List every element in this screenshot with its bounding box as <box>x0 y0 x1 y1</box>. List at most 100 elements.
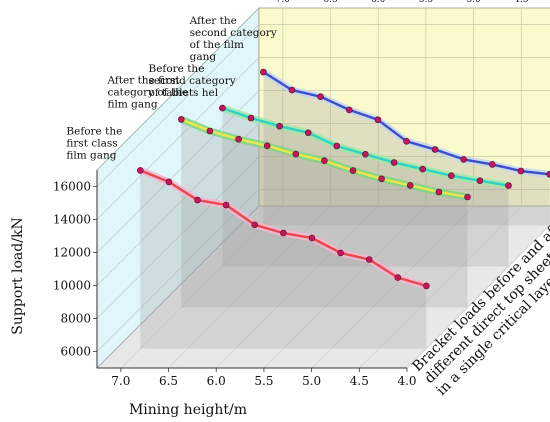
data-point <box>394 274 402 281</box>
series-4 <box>260 68 550 226</box>
x-axis-label: Mining height/m <box>129 402 247 418</box>
data-point <box>333 142 341 150</box>
series-label-line: After the <box>189 15 237 27</box>
series-label-line: Before the <box>149 63 205 75</box>
y-tick-label: 8000 <box>60 312 91 326</box>
x-tick-label: 6.0 <box>207 374 226 388</box>
data-point <box>280 229 287 237</box>
data-point <box>288 86 296 94</box>
data-point <box>219 104 226 112</box>
data-point <box>194 196 201 204</box>
data-point <box>435 188 443 196</box>
series-label-line: film gang <box>66 149 116 161</box>
grid-line-floor <box>263 205 427 369</box>
grid-line-floor <box>215 205 379 369</box>
series-label-line: second category <box>190 27 277 39</box>
series-label-line: category of the <box>108 86 189 98</box>
data-point <box>419 165 427 173</box>
data-point <box>476 177 484 184</box>
data-point <box>365 256 373 263</box>
x-tick-label: 4.0 <box>397 374 416 388</box>
data-point <box>308 234 316 242</box>
series-label-line: gang <box>190 51 217 63</box>
grid-line-side <box>96 24 260 187</box>
data-point <box>260 68 267 76</box>
grid-line-floor <box>120 205 284 369</box>
data-point <box>374 116 382 124</box>
top-x-tick-label: 5.5 <box>419 0 434 5</box>
series-ribbon <box>181 119 468 308</box>
y-tick-label: 14000 <box>53 213 91 227</box>
data-point <box>403 138 410 145</box>
data-point <box>165 178 173 186</box>
data-point <box>431 146 439 153</box>
y-tick-label: 10000 <box>53 279 91 293</box>
series-ribbon <box>263 72 550 226</box>
y-tick-label: 6000 <box>60 345 91 359</box>
top-x-tick-label: 6.0 <box>371 0 386 5</box>
data-point <box>337 249 344 257</box>
data-point <box>488 161 496 168</box>
data-point <box>460 156 468 163</box>
grid-line-floor <box>359 205 522 369</box>
x-tick-label: 6.5 <box>159 374 178 388</box>
x-tick-label: 4.5 <box>350 374 369 388</box>
data-point <box>390 159 398 166</box>
data-point <box>178 116 185 123</box>
data-point <box>276 122 283 130</box>
x-tick-label: 5.0 <box>302 374 321 388</box>
data-point <box>292 150 300 158</box>
series-ribbon <box>140 170 427 349</box>
grid-line-side <box>96 156 260 319</box>
y-tick-label: 16000 <box>53 180 91 194</box>
series-label-line: second category <box>149 75 236 87</box>
data-point <box>247 114 255 122</box>
data-point <box>517 167 525 175</box>
data-point <box>464 193 471 201</box>
data-point <box>317 93 324 100</box>
series-3 <box>219 104 512 267</box>
data-point <box>406 182 414 189</box>
data-point <box>423 282 430 290</box>
series-ribbon <box>222 108 509 267</box>
x-tick-label: 7.0 <box>111 374 130 388</box>
data-point <box>235 135 242 143</box>
y-axis-label: Support load/kN <box>10 217 26 334</box>
grid-line-floor <box>406 224 550 369</box>
top-x-tick-label: 7.0 <box>276 0 291 5</box>
axis-ticks: 6000 8000 10000 12000 14000 16000 7.0 6.5 6.0 5.5… <box>53 0 529 388</box>
data-point <box>505 182 512 189</box>
grid-line-side <box>96 189 260 352</box>
top-x-tick-label: 6.5 <box>323 0 338 5</box>
top-x-tick-label: 4.5 <box>514 0 529 5</box>
data-point <box>362 151 369 158</box>
series-1 <box>137 167 430 349</box>
y-tick-label: 12000 <box>53 246 91 260</box>
series-layer <box>137 68 550 349</box>
data-point <box>206 127 214 135</box>
top-x-tick-label: 5.0 <box>466 0 481 5</box>
data-point <box>304 129 312 137</box>
data-point <box>447 172 455 179</box>
grid-lines <box>96 8 550 369</box>
series-label-line: film gang <box>108 98 158 110</box>
data-point <box>137 167 144 174</box>
series-2 <box>178 116 471 308</box>
grid-line-floor <box>311 205 474 369</box>
data-point <box>349 167 357 174</box>
series-label-line: of the film <box>190 39 244 51</box>
series-label-line: of tablets hel <box>149 87 219 99</box>
data-point <box>546 171 550 178</box>
data-point <box>345 106 353 114</box>
series-label-line: first class <box>66 137 117 149</box>
x-tick-label: 5.5 <box>254 374 273 388</box>
grid-line-side <box>96 123 260 286</box>
data-point <box>321 157 328 164</box>
data-point <box>251 221 258 229</box>
